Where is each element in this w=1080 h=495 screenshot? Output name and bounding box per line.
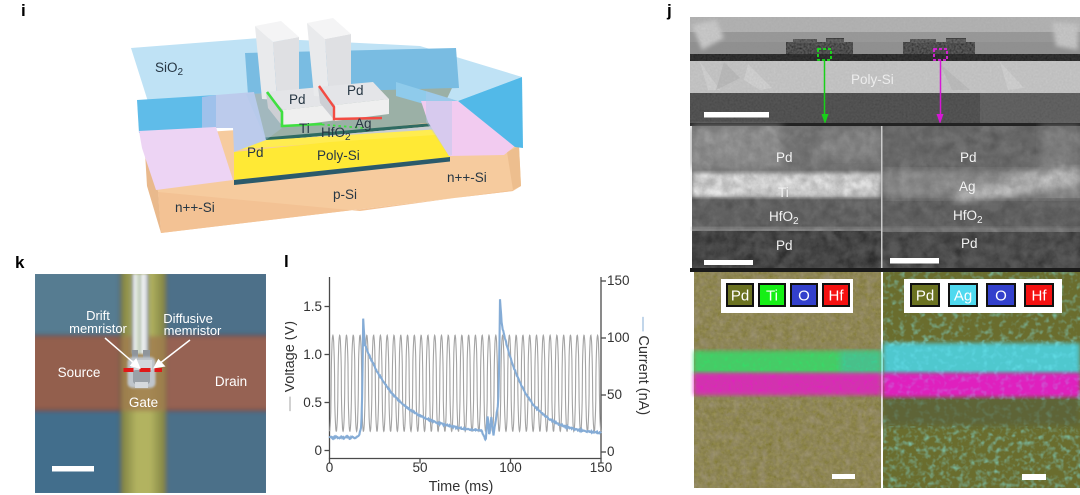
svg-text:100: 100 bbox=[499, 460, 522, 475]
svg-text:memristor: memristor bbox=[69, 321, 127, 336]
svg-text:Pd: Pd bbox=[961, 236, 978, 251]
svg-text:Pd: Pd bbox=[247, 145, 264, 160]
svg-text:Hf: Hf bbox=[829, 288, 845, 305]
svg-text:HfO2: HfO2 bbox=[769, 209, 799, 227]
svg-text:1.0: 1.0 bbox=[303, 347, 322, 362]
svg-text:Pd: Pd bbox=[776, 150, 793, 165]
svg-text:Hf: Hf bbox=[1032, 288, 1048, 305]
svg-text:Ag: Ag bbox=[954, 288, 972, 305]
svg-text:150: 150 bbox=[607, 273, 630, 288]
svg-text:n++-Si: n++-Si bbox=[447, 170, 487, 185]
svg-text:Source: Source bbox=[58, 365, 101, 380]
svg-text:— Voltage (V): — Voltage (V) bbox=[285, 321, 298, 411]
svg-text:Ti: Ti bbox=[766, 288, 778, 305]
svg-text:Ag: Ag bbox=[959, 179, 976, 194]
svg-text:Poly-Si: Poly-Si bbox=[851, 72, 894, 87]
svg-text:1.5: 1.5 bbox=[303, 299, 322, 314]
svg-text:0: 0 bbox=[607, 444, 615, 459]
svg-text:O: O bbox=[798, 288, 810, 305]
svg-text:Gate: Gate bbox=[129, 395, 158, 410]
svg-text:memristor: memristor bbox=[164, 323, 222, 338]
svg-text:Drain: Drain bbox=[215, 374, 247, 389]
svg-text:50: 50 bbox=[412, 460, 427, 475]
svg-text:HfO2: HfO2 bbox=[953, 208, 983, 226]
svg-text:150: 150 bbox=[590, 460, 613, 475]
svg-text:Pd: Pd bbox=[916, 288, 934, 305]
svg-text:0: 0 bbox=[314, 443, 322, 458]
svg-text:n++-Si: n++-Si bbox=[175, 200, 215, 215]
svg-text:Ti: Ti bbox=[778, 185, 789, 200]
svg-text:SiO2: SiO2 bbox=[155, 60, 184, 78]
svg-text:Time (ms): Time (ms) bbox=[429, 479, 494, 495]
svg-text:Diffusive: Diffusive bbox=[163, 311, 213, 326]
svg-text:Drift: Drift bbox=[86, 308, 110, 323]
svg-text:Pd: Pd bbox=[347, 83, 364, 98]
svg-text:Pd: Pd bbox=[289, 92, 306, 107]
svg-text:Ti: Ti bbox=[299, 121, 310, 136]
svg-text:Poly-Si: Poly-Si bbox=[317, 148, 360, 163]
svg-text:0.5: 0.5 bbox=[303, 395, 322, 410]
svg-text:p-Si: p-Si bbox=[333, 187, 357, 202]
svg-text:Ag: Ag bbox=[355, 116, 372, 131]
svg-text:100: 100 bbox=[607, 330, 630, 345]
svg-text:O: O bbox=[995, 288, 1007, 305]
svg-text:50: 50 bbox=[607, 387, 622, 402]
svg-text:0: 0 bbox=[326, 460, 334, 475]
svg-text:Pd: Pd bbox=[960, 150, 977, 165]
svg-text:HfO2: HfO2 bbox=[321, 125, 351, 143]
svg-text:Pd: Pd bbox=[731, 288, 749, 305]
svg-text:Pd: Pd bbox=[776, 238, 793, 253]
svg-text:— Current (nA): — Current (nA) bbox=[635, 317, 651, 415]
